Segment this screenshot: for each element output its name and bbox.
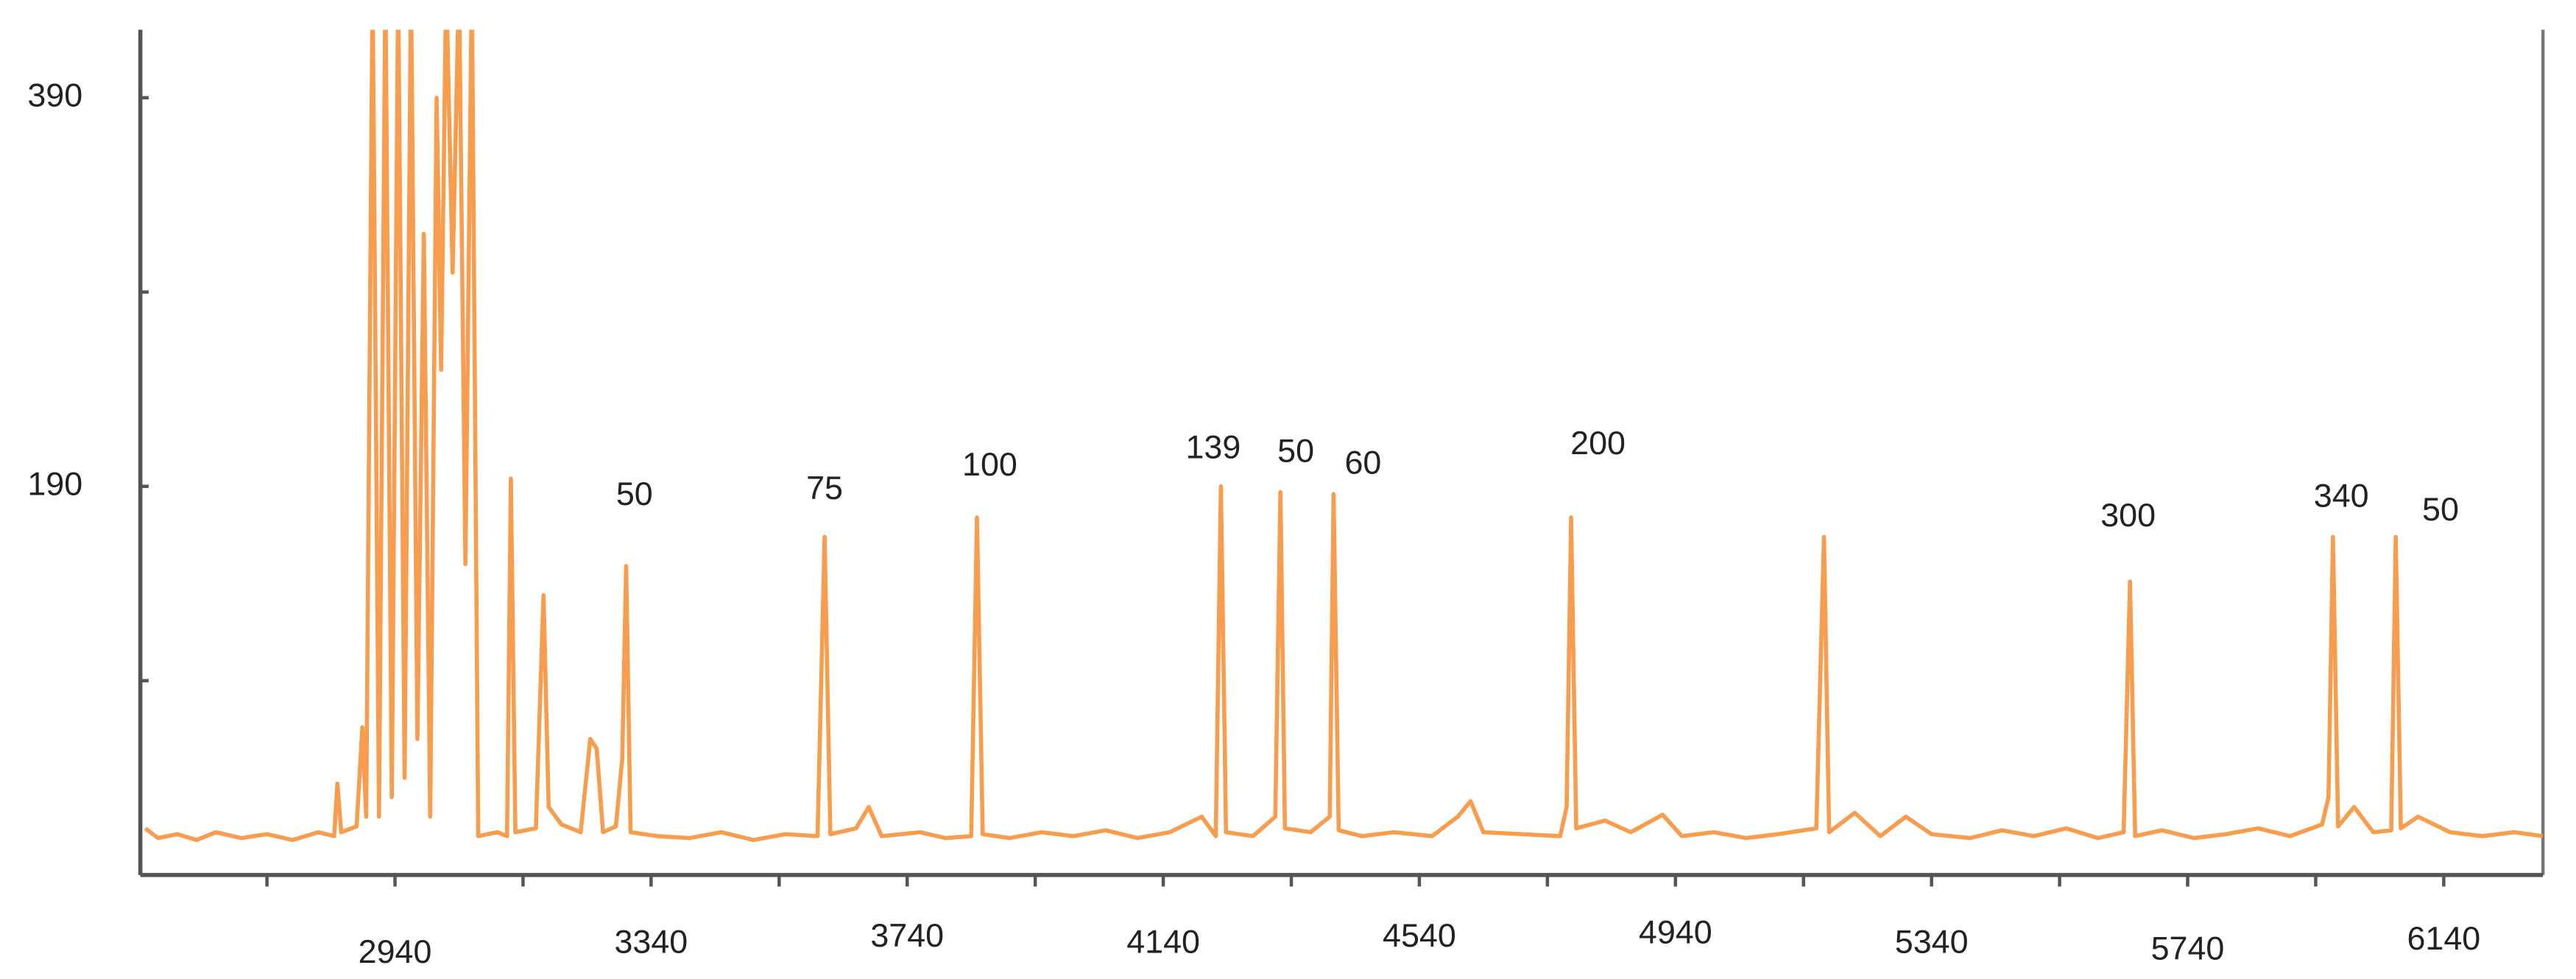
x-tick-label: 3740 [870,916,944,954]
peak-label: 50 [616,475,653,512]
peak-label: 50 [2422,490,2459,528]
peak-label: 100 [962,445,1017,483]
peak-label: 300 [2100,496,2156,534]
x-tick-label: 4540 [1383,916,1456,954]
peak-label: 50 [1277,432,1314,470]
peak-label: 75 [806,469,843,506]
x-tick-label: 6140 [2407,919,2480,957]
x-tick-label: 3340 [615,923,688,961]
peak-label: 60 [1344,444,1381,481]
x-tick-label: 2940 [359,933,432,970]
y-tick-label: 390 [27,77,82,114]
peak-label: 139 [1186,428,1241,465]
x-tick-label: 5740 [2151,930,2225,967]
x-tick-label: 4140 [1126,923,1200,961]
y-tick-label: 190 [27,465,82,503]
plot-area [144,29,2544,842]
peak-label: 200 [1570,424,1626,462]
peak-label: 340 [2314,476,2369,514]
spectrum-line [144,29,2544,842]
x-tick-label: 5340 [1895,923,1969,961]
x-tick-label: 4940 [1639,913,1712,950]
